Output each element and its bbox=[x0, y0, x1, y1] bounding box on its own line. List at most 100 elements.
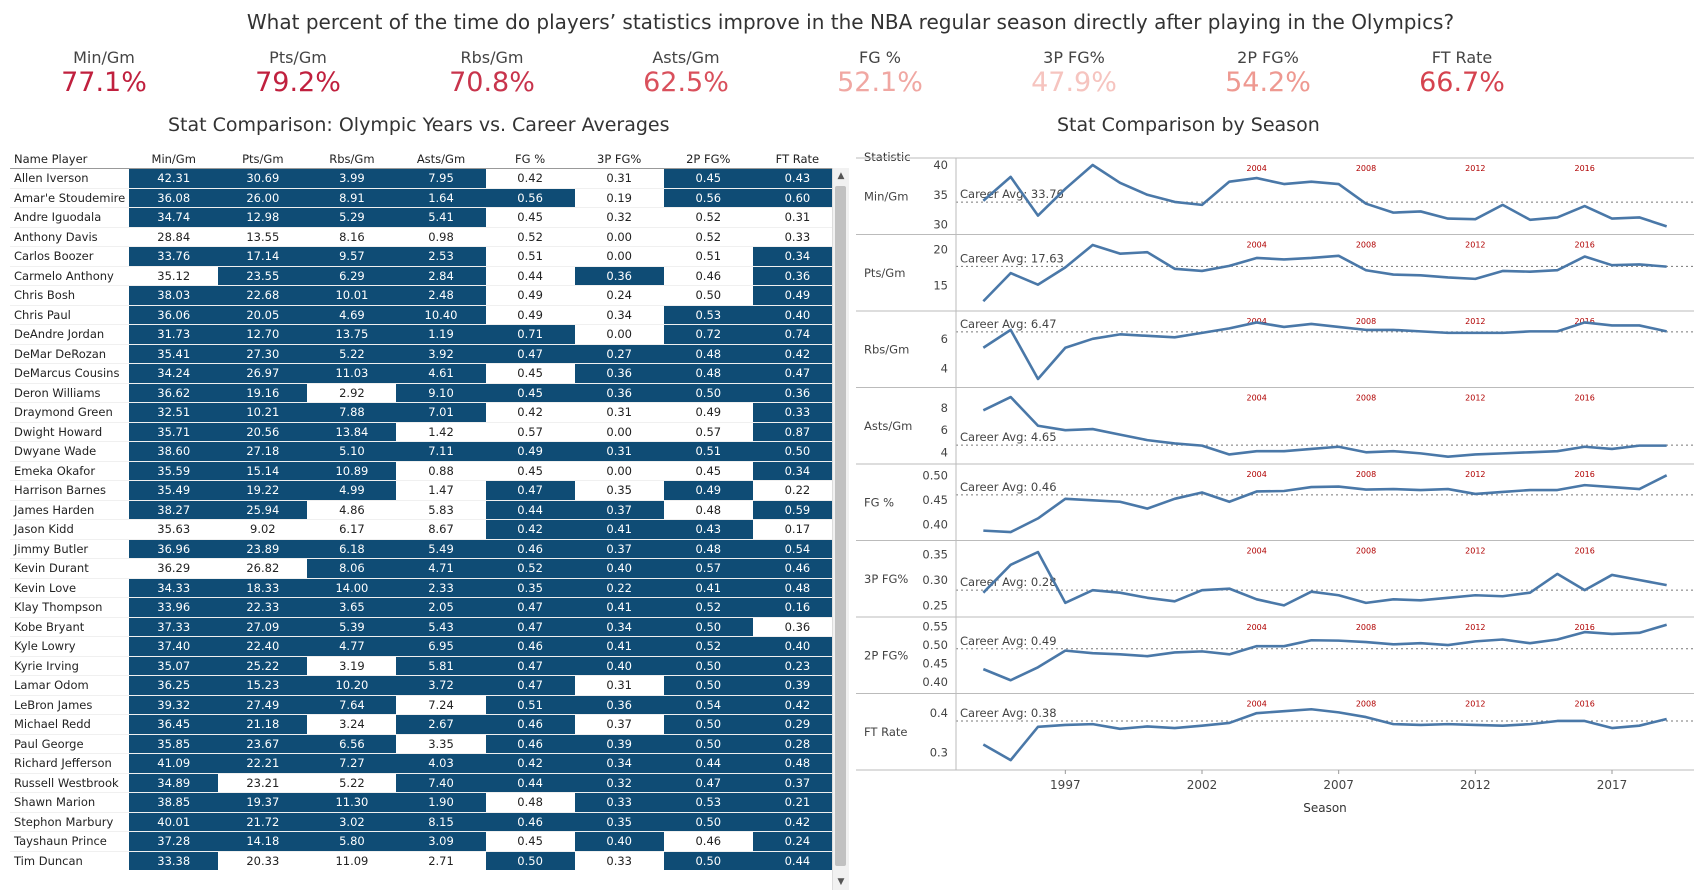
stat-cell: 0.17 bbox=[784, 522, 811, 537]
column-header[interactable]: Rbs/Gm bbox=[307, 150, 397, 169]
table-row[interactable]: Richard Jefferson 41.09 22.21 7.27 4.03 0.42 0… bbox=[10, 753, 840, 773]
table-row[interactable]: Kyle Lowry 37.40 22.40 4.77 6.95 0.46 0.41 0.52… bbox=[10, 636, 840, 656]
table-row[interactable]: Dwyane Wade 38.60 27.18 5.10 7.11 0.49 0.31 0.5… bbox=[10, 441, 840, 461]
table-row[interactable]: Kevin Durant 36.29 26.82 8.06 4.71 0.52 0.40 0.… bbox=[10, 558, 840, 578]
stat-cell: 0.22 bbox=[784, 483, 811, 498]
scrollbar-thumb[interactable] bbox=[835, 186, 846, 866]
player-name-cell: Dwyane Wade bbox=[14, 444, 97, 459]
table-row[interactable]: Carmelo Anthony 35.12 23.55 6.29 2.84 0.44 0.3… bbox=[10, 266, 840, 286]
table-row[interactable]: LeBron James 39.32 27.49 7.64 7.24 0.51 0.36 0.… bbox=[10, 695, 840, 715]
column-header[interactable]: Name Player bbox=[10, 150, 130, 169]
table-row[interactable]: Klay Thompson 33.96 22.33 3.65 2.05 0.47 0.41 0… bbox=[10, 597, 840, 617]
series-line-fg- bbox=[983, 474, 1668, 534]
table-row[interactable]: DeMarcus Cousins 34.24 26.97 11.03 4.61 0.45 0… bbox=[10, 363, 840, 383]
table-row[interactable]: Kobe Bryant 37.33 27.09 5.39 5.43 0.47 0.34 0.5… bbox=[10, 617, 840, 637]
table-row[interactable]: Harrison Barnes 35.49 19.22 4.99 1.47 0.47 0.3… bbox=[10, 480, 840, 500]
y-tick-label: 0.25 bbox=[922, 598, 948, 612]
stat-cell: 34.33 bbox=[129, 578, 219, 598]
x-tick-label: 2007 bbox=[1323, 778, 1354, 792]
stat-cell: 11.30 bbox=[307, 792, 397, 812]
olympic-year-label: 2012 bbox=[1465, 470, 1485, 479]
table-row[interactable]: DeAndre Jordan 31.73 12.70 13.75 1.19 0.71 0.0… bbox=[10, 324, 840, 344]
table-scrollbar[interactable]: ▲ ▼ bbox=[832, 168, 849, 890]
stat-cell: 23.67 bbox=[218, 734, 308, 754]
table-row[interactable]: Lamar Odom 36.25 15.23 10.20 3.72 0.47 0.31 0.5… bbox=[10, 675, 840, 695]
stat-cell: 0.21 bbox=[752, 792, 840, 812]
table-row[interactable]: Draymond Green 32.51 10.21 7.88 7.01 0.42 0.31… bbox=[10, 402, 840, 422]
table-row[interactable]: Russell Westbrook 34.89 23.21 5.22 7.40 0.44 0… bbox=[10, 773, 840, 793]
stat-cell: 3.24 bbox=[339, 717, 365, 732]
stat-cell: 2.33 bbox=[396, 578, 486, 598]
column-header[interactable]: FG % bbox=[485, 150, 575, 169]
table-row[interactable]: Paul George 35.85 23.67 6.56 3.35 0.46 0.39 0.5… bbox=[10, 734, 840, 754]
stat-cell: 33.38 bbox=[129, 851, 219, 870]
table-row[interactable]: Jason Kidd 35.63 9.02 6.17 8.67 0.42 0.41 0.43 0… bbox=[10, 519, 840, 539]
stat-cell: 0.41 bbox=[663, 578, 753, 598]
player-name-cell: Shawn Marion bbox=[14, 795, 96, 810]
stat-cell: 0.46 bbox=[695, 268, 722, 283]
kpi-value: 77.1% bbox=[61, 67, 147, 98]
table-row[interactable]: DeMar DeRozan 35.41 27.30 5.22 3.92 0.47 0.27 0… bbox=[10, 344, 840, 364]
stat-cell: 0.49 bbox=[752, 285, 840, 305]
stat-cell: 0.46 bbox=[485, 812, 575, 832]
table-row[interactable]: Jimmy Butler 36.96 23.89 6.18 5.49 0.46 0.37 0.… bbox=[10, 539, 840, 559]
table-row[interactable]: Stephon Marbury 40.01 21.72 3.02 8.15 0.46 0.3… bbox=[10, 812, 840, 832]
table-row[interactable]: Anthony Davis 28.84 13.55 8.16 0.98 0.52 0.00 0… bbox=[10, 227, 840, 247]
table-row[interactable]: Kyrie Irving 35.07 25.22 3.19 5.81 0.47 0.40 0.… bbox=[10, 656, 840, 676]
table-row[interactable]: Chris Bosh 38.03 22.68 10.01 2.48 0.49 0.24 0.5… bbox=[10, 285, 840, 305]
panel-label: FT Rate bbox=[864, 725, 907, 739]
stat-cell: 26.82 bbox=[246, 561, 280, 576]
scroll-down-icon[interactable]: ▼ bbox=[837, 877, 845, 887]
stat-cell: 0.51 bbox=[485, 695, 575, 715]
stat-comparison-table-container[interactable]: Name Player Min/Gm Pts/Gm Rbs/Gm Asts/Gm FG %… bbox=[10, 150, 840, 890]
stat-cell: 0.71 bbox=[485, 324, 575, 344]
stat-cell: 28.84 bbox=[157, 229, 191, 244]
career-average-label: Career Avg: 4.65 bbox=[960, 430, 1057, 444]
stat-cell: 0.36 bbox=[574, 695, 664, 715]
table-row[interactable]: Amar'e Stoudemire 36.08 26.00 8.91 1.64 0.56 0… bbox=[10, 188, 840, 208]
stat-cell: 12.98 bbox=[218, 207, 308, 227]
player-name-cell: Tayshaun Prince bbox=[14, 834, 107, 849]
stat-cell: 0.39 bbox=[574, 734, 664, 754]
stat-cell: 0.41 bbox=[574, 519, 664, 539]
column-header[interactable]: FT Rate bbox=[752, 150, 840, 169]
table-row[interactable]: Shawn Marion 38.85 19.37 11.30 1.90 0.48 0.33 0… bbox=[10, 792, 840, 812]
player-name-cell: Kevin Durant bbox=[14, 561, 89, 576]
stat-cell: 10.20 bbox=[307, 675, 397, 695]
stat-cell: 0.44 bbox=[663, 753, 753, 773]
stat-cell: 0.50 bbox=[485, 851, 575, 870]
stat-cell: 0.24 bbox=[606, 288, 632, 303]
table-row[interactable]: Tayshaun Prince 37.28 14.18 5.80 3.09 0.45 0.4… bbox=[10, 831, 840, 851]
column-header[interactable]: Min/Gm bbox=[129, 150, 219, 169]
stat-cell: 0.43 bbox=[752, 168, 840, 188]
table-row[interactable]: Andre Iguodala 34.74 12.98 5.29 5.41 0.45 0.32… bbox=[10, 207, 840, 227]
stat-cell: 10.01 bbox=[307, 285, 397, 305]
olympic-year-label: 2012 bbox=[1465, 547, 1485, 556]
table-row[interactable]: Michael Redd 36.45 21.18 3.24 2.67 0.46 0.37 0.… bbox=[10, 714, 840, 734]
stat-cell: 0.50 bbox=[663, 675, 753, 695]
stat-cell: 34.24 bbox=[129, 363, 219, 383]
table-row[interactable]: Tim Duncan 33.38 20.33 11.09 2.71 0.50 0.33 0.5… bbox=[10, 851, 840, 870]
column-header[interactable]: Asts/Gm bbox=[396, 150, 486, 169]
table-row[interactable]: James Harden 38.27 25.94 4.86 5.83 0.44 0.37 0.… bbox=[10, 500, 840, 520]
table-row[interactable]: Chris Paul 36.06 20.05 4.69 10.40 0.49 0.34 0.5… bbox=[10, 305, 840, 325]
player-name-cell: Kyrie Irving bbox=[14, 658, 79, 673]
stat-cell: 3.65 bbox=[307, 597, 397, 617]
table-row[interactable]: Dwight Howard 35.71 20.56 13.84 1.42 0.57 0.00… bbox=[10, 422, 840, 442]
column-header[interactable]: 2P FG% bbox=[663, 150, 753, 169]
stat-cell: 23.21 bbox=[246, 775, 280, 790]
table-row[interactable]: Kevin Love 34.33 18.33 14.00 2.33 0.35 0.22 0.4… bbox=[10, 578, 840, 598]
row-header-label: Statistic bbox=[864, 150, 911, 164]
stat-cell: 7.27 bbox=[307, 753, 397, 773]
column-header[interactable]: 3P FG% bbox=[574, 150, 664, 169]
table-row[interactable]: Deron Williams 36.62 19.16 2.92 9.10 0.45 0.36… bbox=[10, 383, 840, 403]
player-name-cell: DeMarcus Cousins bbox=[14, 366, 120, 381]
scroll-up-icon[interactable]: ▲ bbox=[837, 171, 845, 181]
table-row[interactable]: Emeka Okafor 35.59 15.14 10.89 0.88 0.45 0.00 0… bbox=[10, 461, 840, 481]
stat-cell: 0.42 bbox=[752, 344, 840, 364]
column-header[interactable]: Pts/Gm bbox=[218, 150, 308, 169]
table-row[interactable]: Allen Iverson 42.31 30.69 3.99 7.95 0.42 0.31 0… bbox=[10, 168, 840, 188]
olympic-year-label: 2008 bbox=[1356, 623, 1376, 632]
table-row[interactable]: Carlos Boozer 33.76 17.14 9.57 2.53 0.51 0.00 0… bbox=[10, 246, 840, 266]
stat-cell: 1.90 bbox=[396, 792, 486, 812]
